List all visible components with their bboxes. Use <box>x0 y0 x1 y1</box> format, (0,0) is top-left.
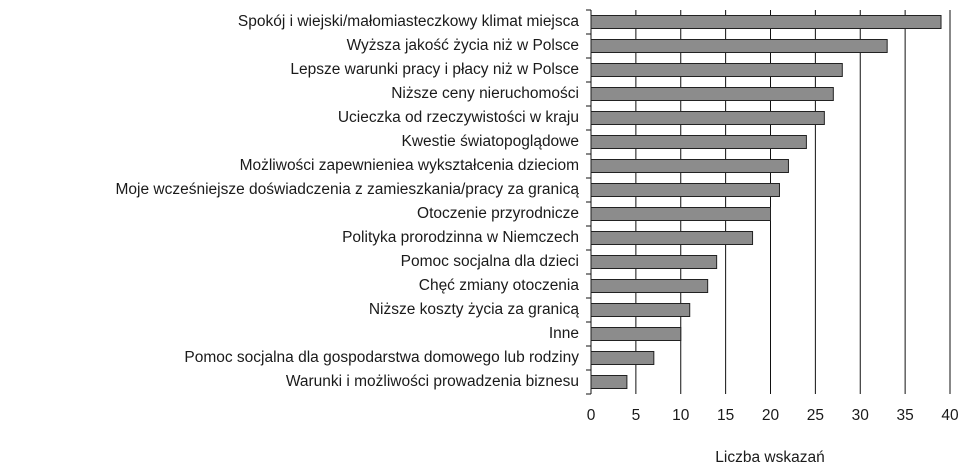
y-tick-label: Polityka prorodzinna w Niemczech <box>342 229 579 246</box>
y-tick-label: Niższe ceny nieruchomości <box>391 85 579 102</box>
y-tick-label: Ucieczka od rzeczywistości w kraju <box>338 109 579 126</box>
bar <box>590 351 655 365</box>
y-tick-label: Pomoc socjalna dla dzieci <box>401 253 579 270</box>
bar <box>590 207 771 221</box>
x-tick-label: 35 <box>897 407 914 424</box>
x-tick-label: 5 <box>632 407 641 424</box>
y-tick-label: Otoczenie przyrodnicze <box>417 205 579 222</box>
y-tick-label: Inne <box>549 325 579 342</box>
y-tick-label: Warunki i możliwości prowadzenia biznesu <box>286 373 579 390</box>
y-tick-label: Spokój i wiejski/małomiasteczkowy klimat… <box>238 13 579 30</box>
x-tick-label: 0 <box>587 407 596 424</box>
bar <box>590 327 682 341</box>
bar <box>590 159 789 173</box>
x-tick-label: 15 <box>717 407 734 424</box>
y-tick-label: Chęć zmiany otoczenia <box>419 277 580 294</box>
x-tick-label: 10 <box>672 407 690 424</box>
x-tick-label: 40 <box>941 407 959 424</box>
bar <box>590 255 718 269</box>
bar <box>590 87 834 101</box>
bar <box>590 375 628 389</box>
bar <box>590 303 691 317</box>
y-tick-label: Lepsze warunki pracy i płacy niż w Polsc… <box>290 61 579 78</box>
y-tick-label: Pomoc socjalna dla gospodarstwa domowego… <box>184 349 579 366</box>
bar <box>590 231 754 245</box>
x-tick-label: 20 <box>762 407 780 424</box>
x-axis-title: Liczba wskazań <box>715 449 824 465</box>
bar <box>590 135 807 149</box>
y-tick-label: Możliwości zapewnieniea wykształcenia dz… <box>240 157 579 174</box>
y-tick-label: Wyższa jakość życia niż w Polsce <box>347 37 579 54</box>
bar <box>590 183 780 197</box>
x-tick-label: 25 <box>807 407 824 424</box>
bar <box>590 279 709 293</box>
bar <box>590 15 942 29</box>
bar <box>590 63 843 77</box>
y-tick-label: Niższe koszty życia za granicą <box>369 301 580 318</box>
y-tick-label: Kwestie światopoglądowe <box>402 133 580 150</box>
bar <box>590 111 825 125</box>
y-tick-label: Moje wcześniejsze doświadczenia z zamies… <box>116 181 580 198</box>
x-tick-label: 30 <box>852 407 870 424</box>
bar <box>590 39 888 53</box>
